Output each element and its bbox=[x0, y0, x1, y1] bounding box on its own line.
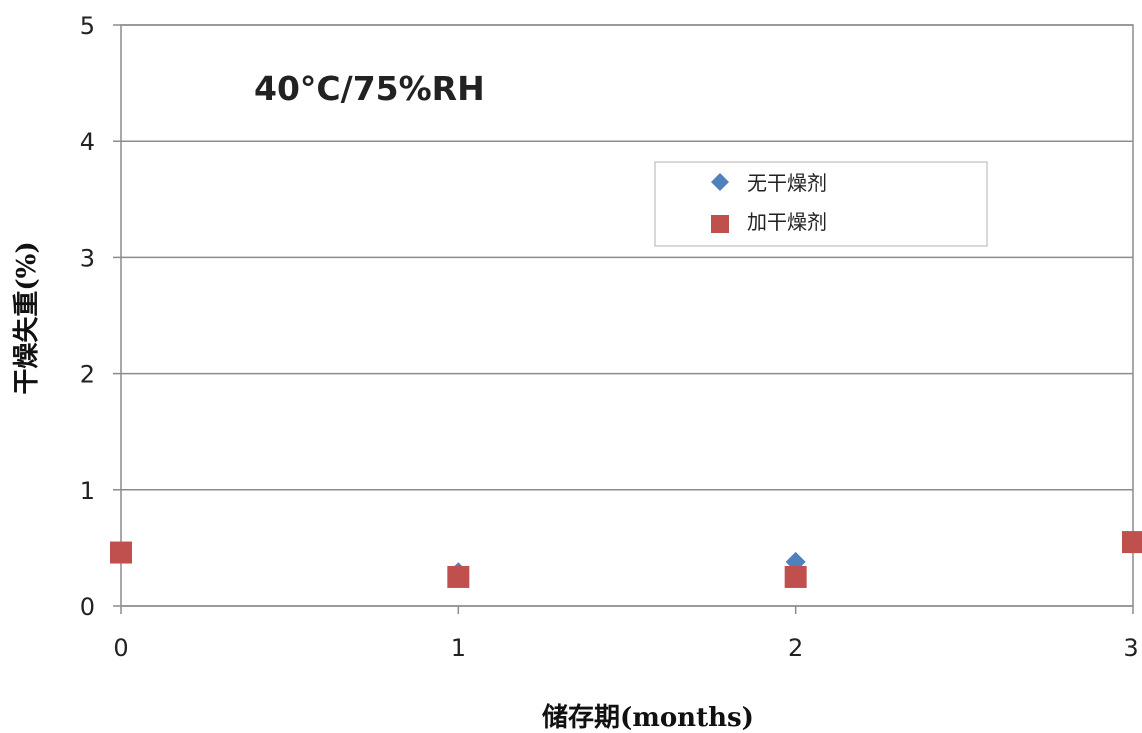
legend-label-0: 无干燥剂 bbox=[747, 171, 827, 195]
legend-marker-1 bbox=[711, 215, 729, 233]
chart-title: 40°C/75%RH bbox=[254, 69, 485, 108]
y-tick-label-2: 2 bbox=[80, 361, 95, 389]
y-axis-label: 干燥失重(%) bbox=[12, 241, 42, 394]
x-tick-label-2: 2 bbox=[788, 634, 803, 662]
x-axis-label: 储存期(months) bbox=[542, 702, 754, 733]
point-series-1-3 bbox=[1122, 531, 1142, 554]
plot-area-frame bbox=[120, 24, 1134, 607]
data-points bbox=[110, 531, 1142, 588]
point-series-1-0 bbox=[110, 541, 132, 564]
legend-marker-0 bbox=[711, 173, 729, 191]
x-axis-ticks: 0 1 2 3 bbox=[113, 606, 1139, 662]
gridlines bbox=[121, 24, 1133, 607]
y-tick-label-3: 3 bbox=[80, 244, 95, 272]
legend-box bbox=[654, 161, 988, 247]
legend-label-1: 加干燥剂 bbox=[747, 210, 827, 234]
x-tick-label-3: 3 bbox=[1123, 634, 1138, 662]
y-tick-label-1: 1 bbox=[80, 477, 95, 505]
y-tick-label-5: 5 bbox=[80, 12, 95, 40]
legend: 无干燥剂 加干燥剂 bbox=[654, 161, 988, 247]
x-tick-label-0: 0 bbox=[113, 634, 128, 662]
point-series-1-2 bbox=[784, 565, 807, 588]
point-series-1-1 bbox=[447, 565, 470, 588]
y-tick-label-4: 4 bbox=[80, 128, 95, 156]
y-tick-label-0: 0 bbox=[80, 593, 95, 621]
x-tick-label-1: 1 bbox=[451, 634, 466, 662]
y-axis-ticks: 0 1 2 3 4 5 bbox=[80, 12, 121, 621]
